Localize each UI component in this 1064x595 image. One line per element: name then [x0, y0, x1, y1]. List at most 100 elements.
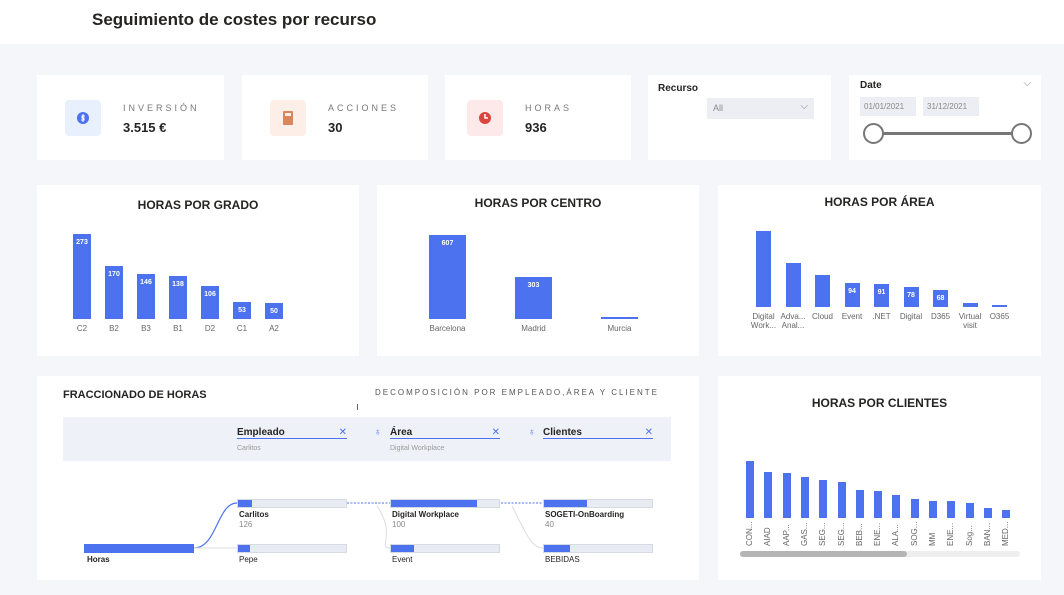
bar[interactable] [815, 275, 830, 307]
decomp-node[interactable] [543, 499, 653, 508]
bar[interactable] [137, 273, 155, 319]
decomp-node[interactable] [390, 499, 500, 508]
decomp-connectors [193, 502, 544, 549]
bar[interactable] [947, 501, 956, 518]
date-slider-end-handle[interactable] [1011, 123, 1032, 144]
node-fill [391, 500, 478, 507]
bar[interactable] [965, 503, 974, 518]
bar[interactable] [933, 289, 948, 307]
level-area[interactable]: Área ✕ [390, 427, 500, 439]
date-label: Date [860, 80, 882, 91]
date-slider-start-handle[interactable] [863, 123, 884, 144]
bar[interactable] [785, 263, 801, 307]
x-tick-label: Digital [899, 312, 923, 321]
node-fill [238, 500, 253, 507]
x-tick-label: Cloud [812, 312, 833, 321]
data-label: 146 [140, 278, 152, 286]
node-fill [544, 500, 588, 507]
data-label: 94 [848, 288, 856, 296]
bar[interactable] [874, 283, 889, 307]
level-name: Empleado [237, 427, 285, 438]
node-label: SOGETI-OnBoarding [545, 510, 625, 519]
x-tick-label: GAS... [799, 522, 809, 546]
chart-horas-por-area: HORAS POR ÁREA Digital Work... Adva... Ana… [718, 185, 1041, 356]
x-tick-label: Digital Work... [750, 312, 777, 330]
bar[interactable] [992, 305, 1007, 307]
bar[interactable] [265, 303, 283, 319]
divider [357, 404, 358, 410]
date-end-input[interactable]: 31/12/2021 [923, 97, 979, 116]
data-label: 78 [907, 292, 915, 300]
bar[interactable] [910, 499, 919, 518]
x-tick-label: AAP... [781, 524, 791, 546]
bar[interactable] [855, 490, 864, 518]
decomp-root-node[interactable] [84, 544, 194, 553]
bar[interactable] [837, 482, 846, 518]
level-clientes[interactable]: Clientes ✕ [543, 427, 653, 439]
bar[interactable] [782, 473, 791, 518]
bar[interactable] [874, 491, 883, 518]
recurso-dropdown[interactable]: All ⌵ [707, 98, 814, 119]
horizontal-scrollbar[interactable] [740, 551, 1020, 557]
x-tick-label: Adva... Anal... [780, 312, 806, 330]
x-tick-label: .NET [872, 312, 891, 321]
bar[interactable] [233, 302, 251, 319]
bar[interactable] [819, 480, 828, 518]
close-icon[interactable]: ✕ [491, 427, 500, 438]
node-value: 126 [239, 520, 253, 529]
bar[interactable] [169, 276, 187, 319]
x-tick-label: MED... [1001, 521, 1011, 546]
node-fill [238, 545, 250, 552]
decomp-node[interactable] [237, 499, 347, 508]
bar[interactable] [844, 283, 860, 307]
bar[interactable] [601, 317, 638, 319]
level-selected: Digital Workplace [390, 445, 445, 452]
bar[interactable] [903, 287, 919, 307]
bar[interactable] [756, 231, 771, 307]
kpi-acciones: ACCIONES 30 [242, 75, 428, 160]
bar[interactable] [764, 472, 773, 518]
decomposition-tree: FRACCIONADO DE HORAS DECOMPOSICIÓN POR E… [37, 376, 699, 580]
recurso-slicer: Recurso All ⌵ [648, 75, 831, 160]
close-icon[interactable]: ✕ [338, 427, 347, 438]
bar[interactable] [429, 235, 466, 319]
node-label: Horas [87, 555, 110, 564]
level-empleado[interactable]: Empleado ✕ [237, 427, 347, 439]
x-tick-label: ENE... [873, 522, 883, 546]
data-label: 607 [441, 240, 454, 247]
recurso-value: All [713, 103, 724, 113]
bar[interactable] [800, 477, 809, 518]
decomp-level-header: Empleado ✕ Carlitos ♁ Área ✕ Digital Workp… [63, 417, 671, 461]
data-label: 273 [76, 239, 88, 246]
chart-title: HORAS POR ÁREA [824, 195, 935, 209]
lightbulb-icon: ♁ [528, 427, 536, 438]
clock-icon [467, 100, 503, 136]
x-tick-label: Event [841, 312, 863, 321]
x-tick-label: ALA... [891, 524, 901, 546]
bar[interactable] [746, 461, 754, 518]
x-tick-label: B2 [109, 324, 119, 333]
decomp-node[interactable] [390, 544, 500, 553]
bar[interactable] [105, 266, 123, 319]
scrollbar-thumb[interactable] [740, 551, 907, 557]
bar[interactable] [1002, 510, 1011, 518]
chevron-down-icon[interactable]: ⌵ [1023, 78, 1031, 89]
bar[interactable] [515, 277, 552, 319]
bar[interactable] [892, 495, 901, 518]
decomp-node[interactable] [237, 544, 347, 553]
x-tick-label: Virtual visit [958, 312, 982, 330]
bar[interactable] [73, 234, 91, 319]
decomp-node[interactable] [543, 544, 653, 553]
node-value: 40 [545, 520, 554, 529]
bar[interactable] [983, 508, 992, 518]
x-tick-label: SEG... [836, 522, 846, 546]
date-start-input[interactable]: 01/01/2021 [860, 97, 916, 116]
x-tick-label: D2 [204, 324, 216, 333]
bar[interactable] [201, 285, 219, 319]
close-icon[interactable]: ✕ [644, 427, 653, 438]
bar[interactable] [962, 302, 978, 307]
date-slider-track [873, 132, 1023, 135]
bar[interactable] [929, 501, 937, 518]
chart-title: HORAS POR CENTRO [474, 196, 602, 210]
x-tick-label: O365 [989, 312, 1010, 321]
